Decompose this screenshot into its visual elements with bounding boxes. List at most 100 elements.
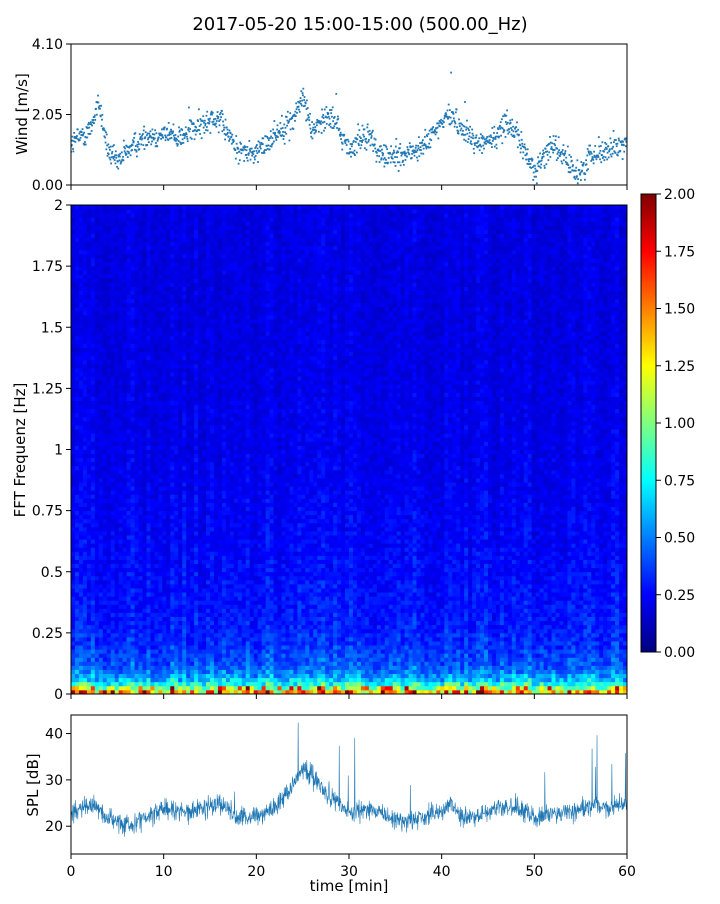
spectrogram-cell [107,604,111,608]
spectrogram-cell [230,604,234,608]
spectrogram-cell [91,670,95,674]
spectrogram-cell [274,596,278,600]
wind-point [555,139,557,141]
spectrogram-cell [424,600,428,604]
wind-point [310,136,312,138]
spectrogram-cell [619,596,623,600]
wind-point [385,159,387,161]
wind-point [262,137,264,139]
spectrogram-cell [142,653,146,657]
spectrogram-cell [500,665,504,669]
spectrogram-cell [210,633,214,637]
spectrogram-cell [250,665,254,669]
wind-point [385,146,387,148]
spectrogram-cell [234,604,238,608]
spectrogram-cell [504,621,508,625]
spectrogram-cell [357,608,361,612]
spectrogram-cell [174,653,178,657]
spectrogram-cell [107,596,111,600]
spectrogram-cell [194,633,198,637]
spectrogram-cell [246,670,250,674]
spectrogram-cell [150,653,154,657]
spectrogram-cell [150,633,154,637]
spectrogram-cell [186,613,190,617]
spectrogram-cell [262,678,266,682]
spectrogram-cell [464,608,468,612]
wind-point [518,140,520,142]
spectrogram-cell [194,621,198,625]
spectrogram-cell [345,637,349,641]
spectrogram-cell [135,682,139,686]
wind-point [209,121,211,123]
spectrogram-cell [611,604,615,608]
spectrogram-cell [488,633,492,637]
spectrogram-cell [135,674,139,678]
spectrogram-cell [317,596,321,600]
spectrogram-cell [389,682,393,686]
spectrogram-cell [71,645,75,649]
spectrogram-cell [424,617,428,621]
spectrogram-cell [361,682,365,686]
spectrogram-cell [170,665,174,669]
wind-point [448,104,450,106]
spectrogram-cell [234,670,238,674]
spectrogram-cell [496,604,500,608]
spectrogram-cell [563,678,567,682]
spectrogram-cell [190,625,194,629]
spectrogram-cell [528,649,532,653]
spectrogram-cell [107,637,111,641]
spectrogram-cell [516,665,520,669]
wind-point [543,156,545,158]
spectrogram-cell [337,686,341,690]
spectrogram-cell [619,678,623,682]
spectrogram-cell [254,596,258,600]
spectrogram-cell [575,645,579,649]
spectrogram-cell [611,608,615,612]
spectrogram-cell [409,592,413,596]
spectrogram-cell [385,665,389,669]
spectrogram-cell [139,645,143,649]
spectrogram-cell [548,665,552,669]
spectrogram-cell [432,674,436,678]
spectrogram-cell [238,625,242,629]
spectrogram-cell [107,657,111,661]
spectrogram-cell [135,657,139,661]
spectrogram-cell [444,649,448,653]
spectrogram-cell [492,686,496,690]
spectrogram-cell [591,686,595,690]
wind-point [206,126,208,128]
spectrogram-cell [270,645,274,649]
spectrogram-cell [563,621,567,625]
spectrogram-cell [274,588,278,592]
spectrogram-cell [607,608,611,612]
spectrogram-cell [409,637,413,641]
spectrogram-cell [512,625,516,629]
spectrogram-cell [278,641,282,645]
spectrogram-cell [587,649,591,653]
spectrogram-cell [353,592,357,596]
spectrogram-cell [417,629,421,633]
spectrogram-cell [254,608,258,612]
spectrogram-cell [123,653,127,657]
wind-point [575,170,577,172]
wind-point [105,148,107,150]
spectrogram-cell [127,657,131,661]
spectrogram-cell [361,613,365,617]
spectrogram-cell [603,657,607,661]
wind-point [548,151,550,153]
spectrogram-cell [139,657,143,661]
spectrogram-cell [218,649,222,653]
spectrogram-cell [512,674,516,678]
spectrogram-cell [274,629,278,633]
wind-point [283,138,285,140]
wind-point [460,129,462,131]
spectrogram-cell [139,653,143,657]
spectrogram-cell [480,600,484,604]
spectrogram-cell [71,596,75,600]
wind-point [90,121,92,123]
wind-point [510,122,512,124]
spectrogram-cell [504,674,508,678]
spectrogram-cell [139,674,143,678]
spectrogram-cell [393,661,397,665]
spectrogram-cell [420,653,424,657]
